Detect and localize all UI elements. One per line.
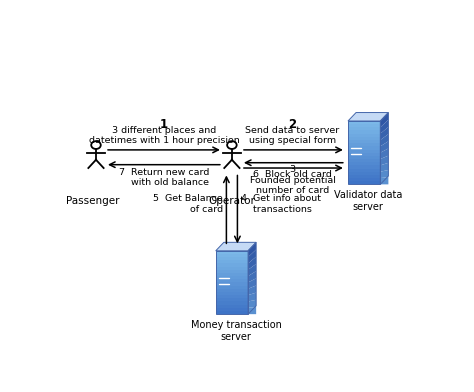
Text: 6  Block old card: 6 Block old card [253,169,332,178]
Bar [216,301,248,305]
Text: Validator data
server: Validator data server [334,191,402,212]
Bar [348,162,380,165]
Polygon shape [380,113,388,127]
Text: 7  Return new card
    with old balance: 7 Return new card with old balance [119,168,209,187]
Polygon shape [380,156,388,165]
Polygon shape [248,250,256,263]
Bar [348,165,380,169]
Bar [216,292,248,295]
Bar [216,279,248,283]
Bar [348,178,380,181]
Bar [216,289,248,292]
Bar [216,276,248,279]
Bar [348,156,380,159]
Bar [216,263,248,267]
Polygon shape [380,120,388,134]
Polygon shape [248,264,256,276]
Text: Passenger: Passenger [65,196,119,207]
Polygon shape [380,177,388,184]
Polygon shape [248,300,256,308]
Bar [216,305,248,308]
Bar [216,308,248,311]
Bar [348,124,380,127]
Bar [348,159,380,162]
Polygon shape [248,285,256,295]
Polygon shape [248,257,256,270]
Text: 4  Get info about
    transactions: 4 Get info about transactions [241,194,321,214]
Polygon shape [248,307,256,314]
Bar [216,295,248,298]
Bar [216,257,248,260]
Bar [348,153,380,156]
Bar [348,172,380,175]
Text: 3
Founded potential
number of card: 3 Founded potential number of card [250,165,336,195]
Bar [348,121,380,184]
Bar [348,121,380,124]
Bar [348,134,380,137]
Bar [216,283,248,286]
Polygon shape [380,170,388,178]
Polygon shape [248,292,256,301]
Polygon shape [248,271,256,283]
Bar [216,251,248,314]
Text: 2: 2 [289,118,297,131]
Bar [348,140,380,143]
Bar [216,270,248,273]
Bar [216,254,248,257]
Bar [216,298,248,301]
Bar [348,146,380,149]
Polygon shape [248,242,256,257]
Bar [216,251,248,254]
Polygon shape [248,278,256,289]
Text: Send data to server
using special form: Send data to server using special form [246,126,340,145]
Polygon shape [380,141,388,153]
Polygon shape [216,242,256,251]
Bar [348,175,380,178]
Polygon shape [348,113,388,121]
Bar [348,169,380,172]
Bar [348,127,380,131]
Bar [216,267,248,270]
Bar [348,149,380,153]
Bar [348,137,380,140]
Bar [348,131,380,134]
Text: Money transaction
server: Money transaction server [191,320,282,342]
Polygon shape [380,127,388,140]
Bar [216,260,248,263]
Polygon shape [380,163,388,172]
Bar [216,286,248,289]
Bar [348,181,380,184]
Bar [216,311,248,314]
Text: Operator: Operator [209,196,255,207]
Polygon shape [380,134,388,146]
Text: 3 different places and
datetimes with 1 hour precision: 3 different places and datetimes with 1 … [89,126,239,145]
Polygon shape [380,149,388,159]
Text: 5  Get Balance
    of card: 5 Get Balance of card [153,194,223,214]
Bar [348,143,380,146]
Text: 1: 1 [160,118,168,131]
Bar [216,273,248,276]
